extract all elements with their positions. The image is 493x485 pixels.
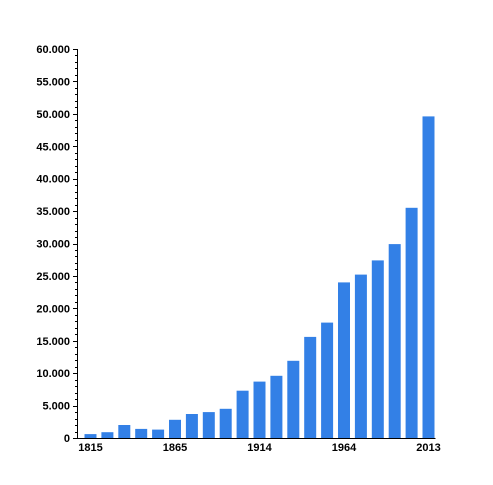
- y-tick-label: 60.000: [36, 44, 70, 56]
- bar: [270, 375, 283, 438]
- y-tick-label: 40.000: [36, 174, 70, 186]
- y-tick-label: 55.000: [36, 76, 70, 88]
- bars: [84, 116, 435, 439]
- bar: [321, 322, 334, 438]
- x-tick-label: 1815: [78, 442, 102, 454]
- y-tick-label: 50.000: [36, 109, 70, 121]
- y-tick-label: 35.000: [36, 206, 70, 218]
- bar: [84, 434, 97, 438]
- y-tick-label: 0: [64, 433, 70, 445]
- y-axis-labels: 0 5.000 10.000 15.000 20.000 25.000 30.000 35.0…: [36, 44, 70, 445]
- bar: [388, 244, 401, 438]
- y-tick-label: 30.000: [36, 239, 70, 251]
- bar: [304, 336, 317, 438]
- bar: [236, 390, 249, 438]
- y-tick-label: 25.000: [36, 271, 70, 283]
- y-tick-label: 5.000: [42, 401, 70, 413]
- bar: [354, 274, 367, 438]
- y-tick-label: 20.000: [36, 303, 70, 315]
- bar: [185, 414, 198, 438]
- bar: [422, 116, 435, 439]
- y-axis-minor-ticks: [73, 49, 77, 439]
- x-tick-label: 1914: [247, 442, 272, 454]
- bar: [405, 207, 418, 438]
- bar: [371, 260, 384, 438]
- bar: [118, 425, 131, 438]
- y-tick-label: 10.000: [36, 368, 70, 380]
- bar: [219, 408, 232, 438]
- y-tick-label: 45.000: [36, 141, 70, 153]
- bar: [202, 412, 215, 438]
- x-tick-label: 1865: [163, 442, 187, 454]
- x-axis-labels: 1815 1865 1914 1964 2013: [78, 442, 440, 454]
- y-tick-label: 15.000: [36, 336, 70, 348]
- bar: [169, 419, 181, 438]
- bar: [338, 282, 350, 438]
- bar: [287, 360, 300, 438]
- bar: [253, 381, 266, 438]
- x-tick-label: 1964: [332, 442, 357, 454]
- bar: [152, 429, 165, 438]
- bar: [101, 432, 114, 438]
- x-tick-label: 2013: [416, 442, 440, 454]
- bar: [135, 428, 148, 438]
